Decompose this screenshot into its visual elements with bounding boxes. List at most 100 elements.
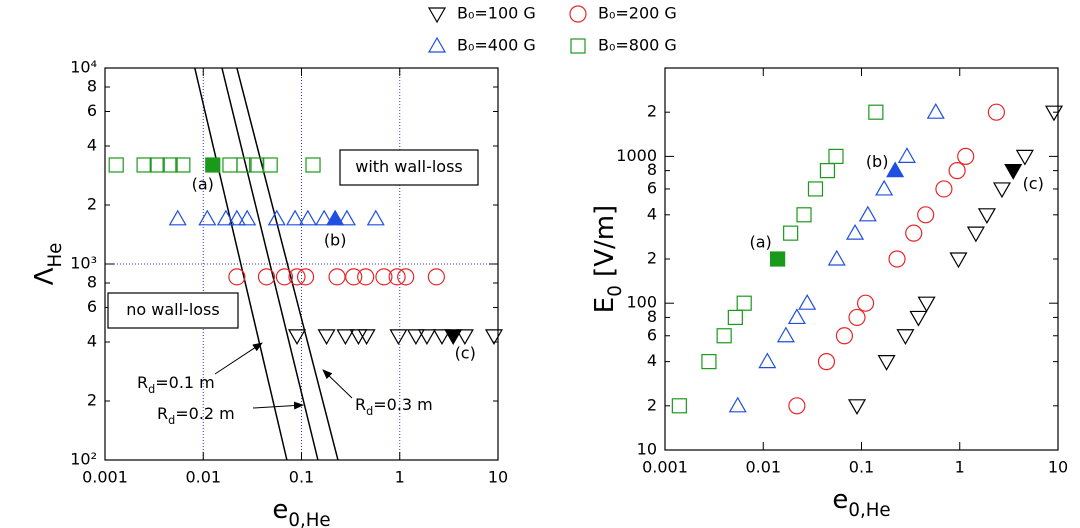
highlight-label: (a) [192, 174, 214, 193]
y-tick-label: 6 [87, 101, 97, 120]
annotation-box [339, 149, 479, 186]
highlight-point [444, 329, 463, 346]
point [987, 103, 1005, 121]
label-main: E [590, 297, 620, 313]
label-rest: =0.3 m [373, 395, 433, 414]
x-tick-label: 10 [1048, 458, 1068, 477]
point [257, 268, 276, 286]
legend-marker [569, 5, 587, 23]
x-tick-label: 0.001 [82, 468, 128, 487]
y-tick-label: 8 [647, 307, 657, 326]
point [108, 157, 124, 173]
point [417, 329, 436, 346]
point [949, 252, 968, 269]
y-tick-label: 8 [647, 160, 657, 179]
label-rest: =0.1 m [155, 373, 215, 392]
point [776, 326, 795, 343]
legend-label: B₀=100 G [457, 4, 536, 23]
point [1015, 149, 1034, 166]
label-sub: 0,He [288, 510, 330, 528]
highlight-label: (a) [749, 233, 771, 252]
label-main: e [832, 485, 848, 515]
point [868, 104, 884, 120]
point [455, 329, 474, 346]
arrow [252, 401, 304, 410]
x-tick-label: 0.01 [745, 458, 781, 477]
point [783, 225, 799, 241]
label-sub: 0,He [848, 500, 890, 521]
point [262, 157, 278, 173]
label-rest: =0.2 m [175, 404, 235, 423]
highlight-point [770, 251, 786, 267]
point [727, 309, 743, 326]
point [877, 355, 896, 371]
point [835, 327, 854, 345]
point [788, 397, 806, 415]
point [388, 268, 406, 286]
x-tick-label: 0.1 [849, 458, 874, 477]
x-tick-label: 0.1 [289, 468, 314, 487]
label-rest: [V/m] [590, 205, 620, 285]
x-tick-label: 1 [395, 468, 405, 487]
y-tick-label: 8 [87, 76, 97, 95]
label: Rd=0.3 m [355, 395, 433, 418]
label: e0,He [832, 485, 890, 521]
point [966, 226, 985, 243]
point [287, 329, 307, 346]
rd-line [221, 67, 319, 461]
highlight-point [1004, 164, 1023, 180]
point [175, 157, 191, 173]
point [957, 147, 975, 165]
y-tick-label: 4 [87, 135, 97, 154]
y-tick-label: 6 [647, 178, 657, 197]
label-main: Λ [30, 267, 60, 285]
y-tick-label: 4 [647, 351, 657, 370]
highlight-label: (b) [324, 230, 347, 249]
point [875, 179, 894, 196]
point [345, 268, 363, 286]
point [149, 157, 165, 173]
arrow [214, 342, 263, 375]
y-tick-label: 6 [647, 325, 657, 344]
point [977, 208, 996, 225]
point [847, 399, 867, 416]
label-main: R [157, 404, 168, 423]
label-sub: d [148, 383, 155, 396]
y-tick-label: 8 [87, 272, 97, 291]
y-tick-label: 10⁴ [70, 58, 97, 77]
label: Rd=0.1 m [137, 373, 215, 396]
point [228, 268, 246, 286]
label: Rd=0.2 m [157, 404, 235, 427]
point [888, 250, 906, 268]
highlight-point [205, 157, 221, 173]
point [858, 205, 877, 222]
annotation-box [107, 292, 239, 329]
point [856, 294, 875, 312]
point [296, 268, 315, 286]
point [168, 209, 187, 226]
point [389, 329, 408, 346]
y-tick-label: 1000 [616, 146, 657, 165]
label: e0,He [272, 495, 330, 528]
y-tick-label: 2 [647, 395, 657, 414]
point [275, 268, 294, 286]
point [375, 268, 393, 286]
point [896, 329, 915, 345]
x-tick-label: 0.001 [642, 458, 688, 477]
point [427, 268, 445, 286]
point [216, 209, 235, 226]
label-sub: d [168, 414, 175, 427]
point [716, 328, 732, 344]
rd-line [236, 67, 339, 461]
point [366, 209, 385, 226]
point [305, 157, 321, 173]
y-tick-label: 100 [626, 293, 657, 312]
x-tick-label: 10 [488, 468, 508, 487]
point [948, 162, 966, 180]
point [397, 268, 415, 286]
y-tick-label: 4 [87, 331, 97, 350]
point [1044, 105, 1064, 122]
label-main: R [355, 395, 366, 414]
point [337, 209, 356, 226]
point [198, 209, 217, 226]
